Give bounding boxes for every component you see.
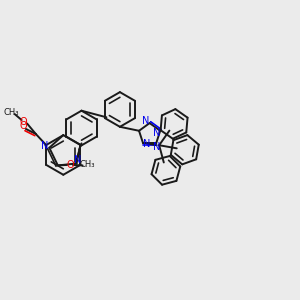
Text: O: O — [19, 122, 27, 131]
Text: O: O — [66, 160, 74, 170]
Text: CH₃: CH₃ — [4, 108, 20, 117]
Text: N: N — [142, 116, 150, 126]
Text: N: N — [74, 155, 82, 165]
Text: N: N — [153, 128, 160, 138]
Text: N: N — [143, 140, 151, 149]
Text: O: O — [20, 116, 27, 127]
Text: CH₃: CH₃ — [80, 160, 95, 169]
Text: N: N — [154, 142, 161, 152]
Text: N: N — [41, 142, 49, 152]
